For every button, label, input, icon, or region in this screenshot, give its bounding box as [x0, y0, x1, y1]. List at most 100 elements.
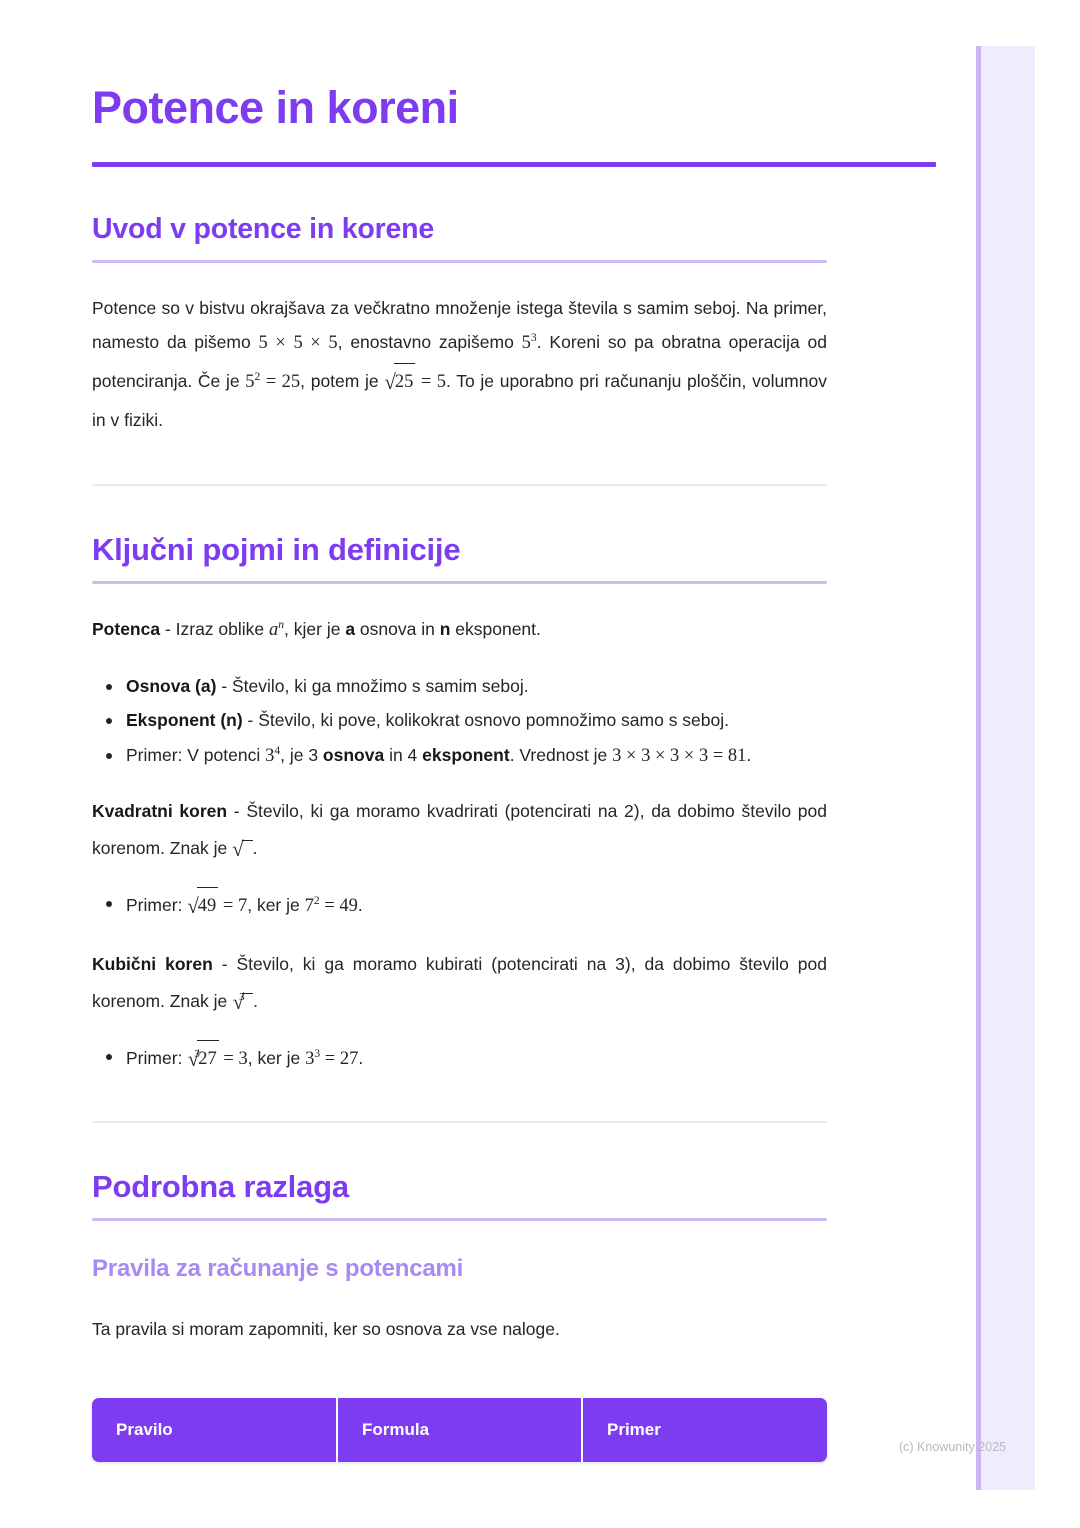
- table-header-primer: Primer: [582, 1398, 827, 1463]
- heading-uvod: Uvod v potence in korene: [92, 213, 435, 246]
- bullet-text-osnova: - Število, ki ga množimo s samim seboj.: [216, 675, 529, 696]
- table-header-pravilo: Pravilo: [92, 1398, 338, 1463]
- intro-math-sq-base: 5: [245, 371, 255, 392]
- definition-kvadratni-koren: Kvadratni koren - Število, ki ga moramo …: [92, 794, 827, 870]
- sqrt-sign-icon: √: [384, 369, 396, 394]
- definition-kvadratni-end: .: [252, 837, 258, 858]
- sqrt-example-list: Primer: √49 = 7, ker je 72 = 49.: [92, 886, 861, 927]
- primer-sqrt-eq: = 7: [218, 896, 248, 917]
- intro-math-product: 5 × 5 × 5: [258, 333, 338, 354]
- intro-math-power-base: 5: [521, 333, 531, 354]
- heading-podrobna-razlaga: Podrobna razlaga: [92, 1168, 349, 1204]
- primer-power-mid3: . Vrednost je: [509, 744, 613, 765]
- sqrt-sign-icon: √: [187, 1047, 200, 1072]
- cbrt-index: 3: [239, 990, 245, 1003]
- list-item: Eksponent (n) - Število, ki pove, koliko…: [106, 703, 861, 737]
- definition-potenca-bold-n: n: [439, 619, 451, 640]
- definition-potenca-after: , kjer je: [284, 619, 346, 640]
- primer-power-mid1: , je 3: [280, 744, 323, 765]
- intro-sqrt-radical: √25: [384, 362, 416, 403]
- bullet-term-osnova: Osnova (a): [126, 675, 217, 696]
- list-item: Primer: √49 = 7, ker je 72 = 49.: [106, 886, 861, 927]
- primer-sqrt-base: 7: [304, 896, 314, 917]
- intro-sqrt-radicand: 25: [393, 362, 416, 400]
- table-header-formula: Formula: [337, 1398, 583, 1463]
- primer-cbrt-end: .: [358, 1048, 364, 1069]
- definition-kvadratni-term: Kvadratni koren: [92, 801, 228, 822]
- primer-power-lead: Primer: V potenci: [126, 744, 266, 765]
- intro-text-1: Potence so v bistvu okrajšava za večkrat…: [92, 298, 827, 353]
- primer-cbrt-lead: Primer:: [126, 1048, 188, 1069]
- bullet-term-eksponent: Eksponent (n): [126, 710, 243, 731]
- primer-sqrt-result: = 49: [319, 896, 358, 917]
- document-content: Potence in koreni Uvod v potence in kore…: [92, 82, 936, 1463]
- title-underline-rule: [92, 162, 936, 168]
- copyright-watermark: (c) Knowunity 2025: [899, 1440, 1007, 1454]
- definition-kubicni-end: .: [253, 990, 258, 1011]
- cbrt-symbol-radical: 3√: [232, 982, 254, 1023]
- heading-uvod-rule: [92, 260, 827, 264]
- primer-power-base: 3: [265, 745, 275, 766]
- definition-potenca-mid: osnova in: [355, 619, 440, 640]
- heading-podrobna-razlaga-rule: [92, 1218, 827, 1222]
- list-item: Primer: 3√27 = 3, ker je 33 = 27.: [106, 1039, 861, 1080]
- list-item: Primer: V potenci 34, je 3 osnova in 4 e…: [106, 738, 861, 774]
- definition-potenca-sep: - Izraz oblike: [160, 619, 270, 640]
- definition-potenca-end: eksponent.: [450, 619, 541, 640]
- primer-cbrt-mid: , ker je: [247, 1048, 306, 1069]
- key-terms-bullet-list: Osnova (a) - Število, ki ga množimo s sa…: [92, 669, 861, 774]
- intro-text-3: . Koreni so pa obratna operacija od pote…: [92, 332, 828, 391]
- cbrt-example-list: Primer: 3√27 = 3, ker je 33 = 27.: [92, 1039, 861, 1080]
- divider-after-key-terms: [92, 1120, 827, 1123]
- definition-kubicni-text: - Število, ki ga moramo kubirati (potenc…: [92, 954, 827, 1011]
- primer-cbrt-eq: = 3: [218, 1049, 248, 1070]
- definition-kvadratni-text: - Število, ki ga moramo kvadrirati (pote…: [92, 801, 827, 858]
- pravila-intro-text: Ta pravila si moram zapomniti, ker so os…: [92, 1319, 560, 1340]
- definition-kubicni-term: Kubični koren: [92, 954, 213, 975]
- primer-cbrt-radical: 3√27: [187, 1039, 219, 1080]
- intro-math-power-exp: 3: [530, 332, 537, 345]
- document-page: Potence in koreni Uvod v potence in kore…: [92, 82, 936, 1463]
- intro-math-sq-exp: 2: [254, 371, 261, 384]
- primer-sqrt-radical: √49: [187, 886, 219, 927]
- table-header-row: Pravilo Formula Primer: [92, 1398, 827, 1463]
- sqrt-empty-bar: [241, 839, 253, 854]
- cbrt-index: 3: [194, 1048, 200, 1061]
- primer-sqrt-end: .: [357, 895, 363, 916]
- primer-power-end: .: [746, 744, 752, 765]
- heading-kljucni-pojmi-rule: [92, 581, 827, 585]
- divider-after-intro: [92, 483, 827, 486]
- primer-sqrt-exp: 2: [313, 895, 320, 908]
- primer-cbrt-exp: 3: [314, 1048, 321, 1061]
- primer-cbrt-result: = 27: [320, 1049, 359, 1070]
- definition-potenca-math-exp: n: [278, 619, 285, 632]
- cbrt-empty-bar: [242, 992, 254, 1007]
- primer-power-bold-osnova: osnova: [322, 744, 385, 765]
- page-side-strip: [976, 46, 1035, 1490]
- intro-sqrt-eq: = 5: [415, 371, 446, 392]
- primer-power-exp: 4: [274, 744, 281, 757]
- definition-potenca: Potenca - Izraz oblike an, kjer je a osn…: [92, 612, 827, 648]
- heading-kljucni-pojmi: Ključni pojmi in definicije: [92, 531, 461, 567]
- intro-text-2: , enostavno zapišemo: [337, 332, 522, 353]
- list-item: Osnova (a) - Število, ki ga množimo s sa…: [106, 669, 861, 703]
- primer-cbrt-radicand: 27: [197, 1040, 219, 1077]
- definition-kubicni-koren: Kubični koren - Število, ki ga moramo ku…: [92, 947, 827, 1023]
- primer-power-mid2: in 4: [384, 744, 423, 765]
- sqrt-sign-icon: √: [232, 989, 245, 1014]
- intro-text-4: , potem je: [300, 370, 385, 391]
- subheading-pravila: Pravila za računanje s potencami: [92, 1255, 464, 1283]
- sqrt-symbol-radical: √: [232, 829, 253, 870]
- bullet-text-eksponent: - Število, ki pove, kolikokrat osnovo po…: [242, 710, 729, 731]
- definition-potenca-term: Potenca: [92, 619, 161, 640]
- primer-power-bold-eksponent: eksponent: [422, 744, 510, 765]
- definition-potenca-bold-a: a: [345, 619, 356, 640]
- page-title: Potence in koreni: [92, 82, 459, 133]
- sqrt-sign-icon: √: [187, 894, 199, 919]
- primer-power-math: 3 × 3 × 3 × 3 = 81: [612, 745, 747, 766]
- intro-math-sq-eq: = 25: [260, 371, 301, 392]
- definition-potenca-math-base: a: [269, 620, 279, 641]
- intro-paragraph: Potence so v bistvu okrajšava za večkrat…: [92, 291, 827, 438]
- primer-sqrt-radicand: 49: [196, 887, 219, 924]
- primer-cbrt-base: 3: [305, 1049, 315, 1070]
